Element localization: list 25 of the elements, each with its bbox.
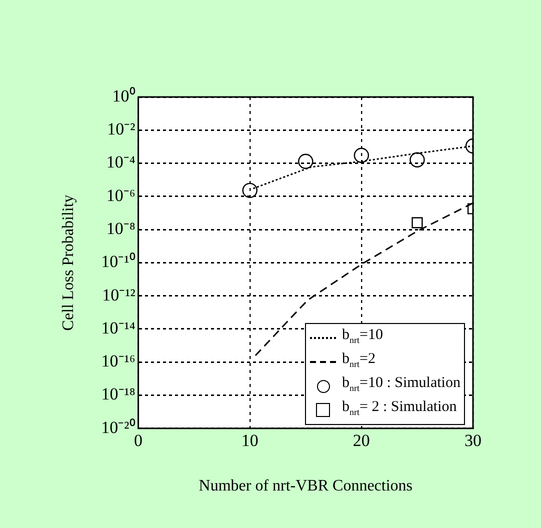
point (298, 154, 314, 169)
y-tick-label: 10⁻²⁰ (101, 418, 136, 437)
y-tick-label: 10⁻⁴ (106, 152, 136, 172)
y-tick-label: 10⁻¹² (102, 285, 136, 304)
y-tick-label: 10⁻¹⁸ (101, 384, 136, 404)
y-tick-label: 10⁻² (107, 120, 136, 139)
y-tick-label: 10⁻⁸ (106, 219, 136, 238)
y-tick-label: 10⁰ (112, 86, 136, 106)
point (354, 148, 370, 163)
y-tick-label: 10⁻¹⁴ (101, 318, 136, 338)
y-tick-label: 10⁻¹⁰ (101, 252, 136, 272)
x-axis-title: Number of nrt-VBR Connections (198, 478, 413, 495)
point (242, 182, 258, 198)
x-tick-label: 30 (464, 431, 482, 450)
point (410, 152, 425, 168)
legend-label: b$_{nrt}$=10 (342, 326, 383, 348)
x-tick-label: 10 (241, 431, 258, 450)
legend-label: b$_{nrt}$=10 : Simulation (342, 374, 460, 396)
y-axis-title: Cell Loss Probability (60, 194, 77, 331)
x-tick-label: 0 (134, 431, 143, 450)
legend-label: b$_{nrt}$= 2 : Simulation (342, 398, 457, 420)
y-tick-label: 10⁻⁶ (106, 186, 136, 205)
legend-label: b$_{nrt}$=2 (342, 350, 376, 372)
x-tick-label: 20 (352, 431, 370, 450)
y-tick-label: 10⁻¹⁶ (101, 352, 136, 371)
